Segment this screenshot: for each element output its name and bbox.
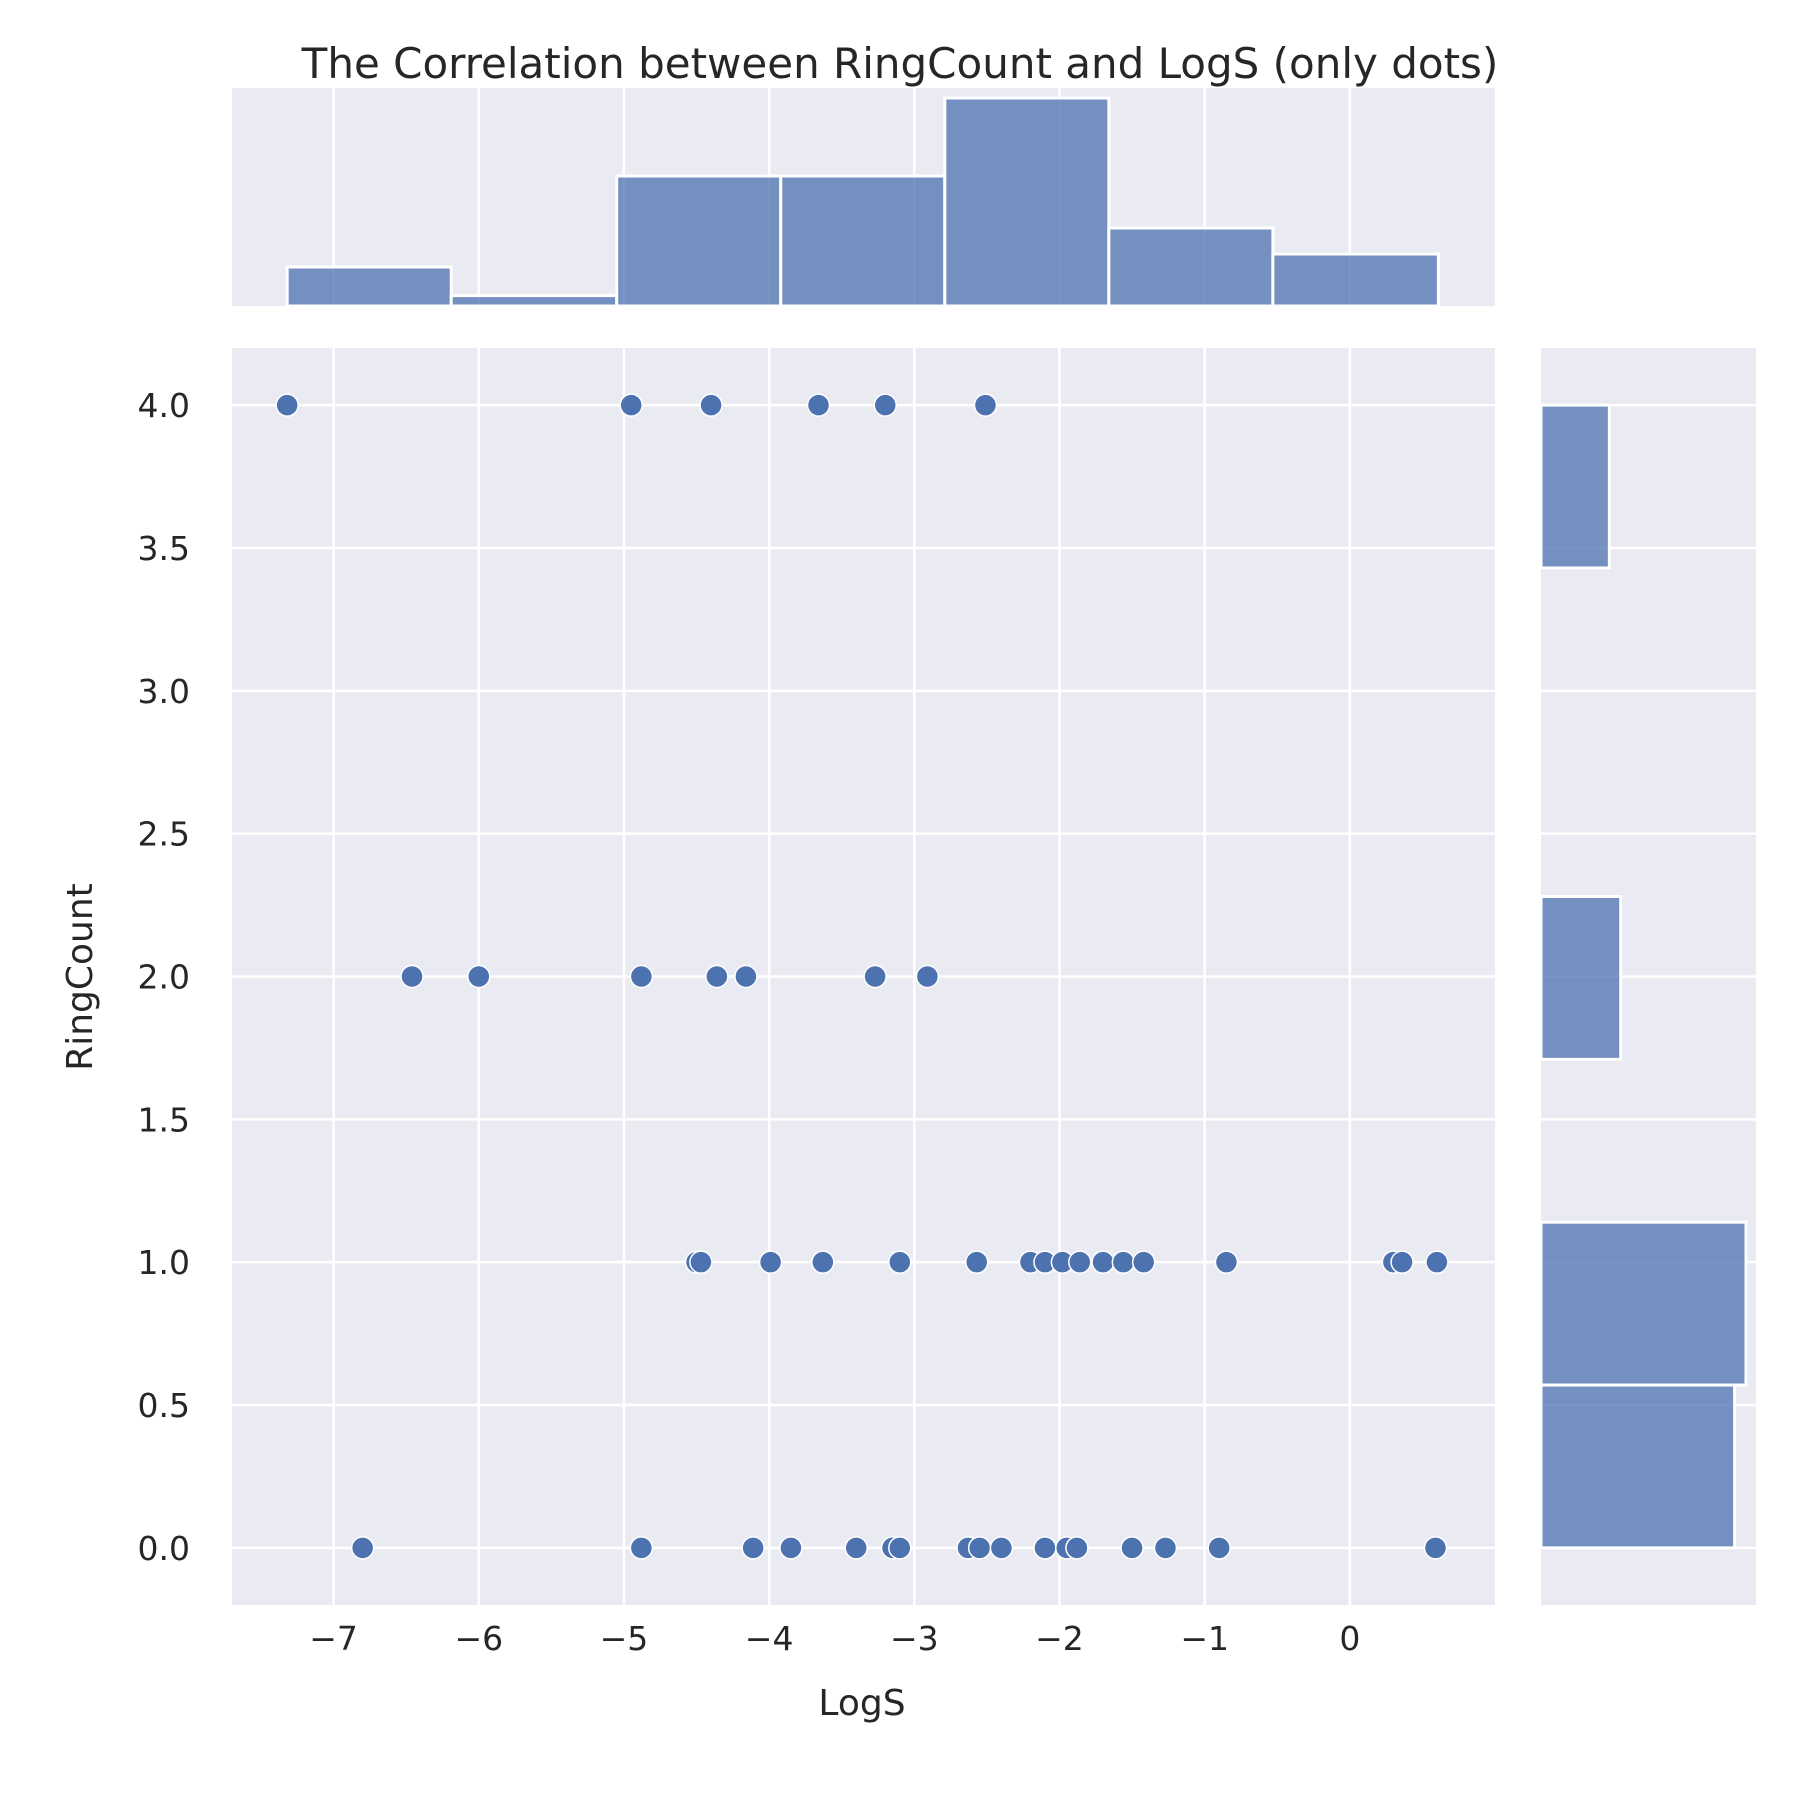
scatter-point xyxy=(888,1250,912,1274)
scatter-point xyxy=(973,393,998,417)
scatter-point xyxy=(400,964,424,989)
y-tick-label: 3.0 xyxy=(138,672,190,711)
scatter-point xyxy=(888,1536,912,1560)
scatter-point xyxy=(1423,1536,1448,1560)
scatter-point xyxy=(275,393,299,417)
scatter-point xyxy=(629,1536,654,1560)
scatter-point xyxy=(1207,1536,1231,1560)
scatter-point xyxy=(1065,1536,1089,1560)
scatter-point xyxy=(915,964,940,989)
marginal-x-bar xyxy=(285,265,453,308)
scatter-point xyxy=(863,964,887,989)
scatter-point xyxy=(1120,1536,1144,1560)
marginal-x-bar xyxy=(1271,252,1440,308)
scatter-point xyxy=(758,1250,783,1274)
y-tick-label: 1.5 xyxy=(138,1100,190,1139)
scatter-point xyxy=(699,393,723,417)
x-tick-label: −7 xyxy=(309,1619,358,1658)
y-tick-labels: 0.0 0.5 1.0 1.5 2.0 2.5 3.0 3.5 4.0 xyxy=(138,386,190,1568)
marginal-y-bar xyxy=(1539,1383,1737,1550)
y-tick-label: 1.0 xyxy=(138,1243,190,1282)
marginal-y-bar xyxy=(1539,895,1623,1061)
marginal-x-histogram xyxy=(285,96,1440,308)
scatter-point xyxy=(964,1250,989,1274)
x-axis-label: LogS xyxy=(818,1683,905,1724)
scatter-point xyxy=(1068,1250,1092,1274)
x-tick-label: −5 xyxy=(600,1619,649,1658)
y-axis-label: RingCount xyxy=(60,883,101,1071)
scatter-point xyxy=(619,393,643,417)
y-tick-label: 0.0 xyxy=(138,1529,190,1568)
y-tick-label: 2.5 xyxy=(138,815,190,854)
scatter-point xyxy=(629,964,654,989)
scatter-point xyxy=(844,1536,868,1560)
y-tick-label: 3.5 xyxy=(138,529,190,568)
scatter-point xyxy=(806,393,831,417)
marginal-x-bar xyxy=(779,174,947,308)
scatter-point xyxy=(1153,1536,1178,1560)
scatter-point xyxy=(989,1536,1014,1560)
scatter-point xyxy=(350,1536,375,1560)
x-tick-label: 0 xyxy=(1339,1619,1360,1658)
scatter-point xyxy=(467,964,491,989)
scatter-point xyxy=(779,1536,803,1560)
scatter-point xyxy=(873,393,898,417)
y-tick-label: 0.5 xyxy=(138,1386,190,1425)
scatter-point xyxy=(1091,1250,1115,1274)
scatter-point xyxy=(1390,1250,1414,1274)
scatter-point xyxy=(1111,1250,1136,1274)
marginal-x-bar xyxy=(615,174,783,308)
marginal-y-bar xyxy=(1539,403,1611,570)
scatter-point xyxy=(1425,1250,1449,1274)
marginal-x-bar xyxy=(449,294,619,308)
scatter-point xyxy=(689,1250,713,1274)
scatter-point xyxy=(1214,1250,1239,1274)
marginal-x-bar xyxy=(943,96,1111,308)
scatter-point xyxy=(1131,1250,1156,1274)
scatter-point xyxy=(734,964,758,989)
scatter-point xyxy=(741,1536,765,1560)
x-tick-label: −3 xyxy=(890,1619,939,1658)
x-tick-label: −1 xyxy=(1180,1619,1229,1658)
x-tick-label: −6 xyxy=(454,1619,503,1658)
scatter-points xyxy=(275,393,1449,1560)
x-tick-label: −2 xyxy=(1035,1619,1084,1658)
x-tick-label: −4 xyxy=(745,1619,794,1658)
y-tick-label: 2.0 xyxy=(138,958,190,997)
scatter-point xyxy=(811,1250,835,1274)
scatter-point xyxy=(1033,1536,1057,1560)
marginal-y-histogram xyxy=(1539,403,1748,1550)
marginal-x-bar xyxy=(1107,226,1275,308)
scatter-point xyxy=(705,964,729,989)
marginal-y-bar xyxy=(1539,1220,1748,1387)
scatter-point xyxy=(967,1536,992,1560)
x-tick-labels: −7 −6 −5 −4 −3 −2 −1 0 xyxy=(309,1619,1360,1658)
chart-title: The Correlation between RingCount and Lo… xyxy=(301,39,1499,88)
y-tick-label: 4.0 xyxy=(138,386,190,425)
